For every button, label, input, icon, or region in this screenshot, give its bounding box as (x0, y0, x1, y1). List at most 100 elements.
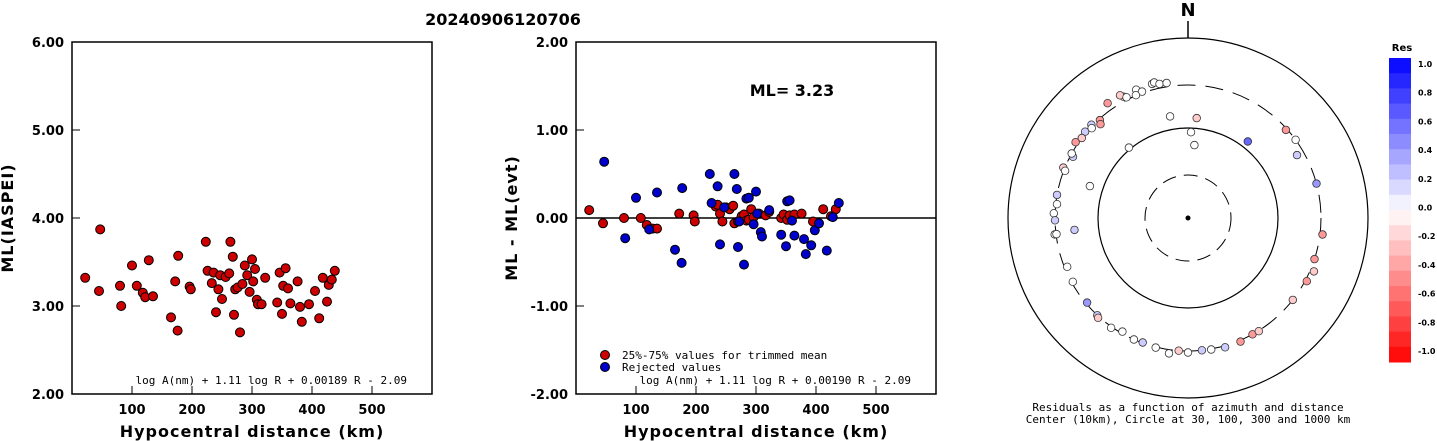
ml-point (213, 284, 224, 295)
ml-point (295, 301, 305, 312)
ml-point (329, 265, 340, 276)
azimuth-point (1082, 298, 1092, 307)
ml-point (248, 276, 259, 287)
ml-plot-frame (71, 41, 433, 395)
ml-point (237, 279, 248, 289)
residual-point (715, 239, 725, 250)
ml-point (242, 270, 253, 281)
azimuth-point (1137, 87, 1147, 96)
ml-value-annotation: ML= 3.23 (750, 81, 835, 100)
azimuth-point (1068, 277, 1077, 286)
colorbar-tick-label: 0.0 (1418, 204, 1433, 213)
azimuth-point (1077, 133, 1086, 143)
azimuth-point (1236, 337, 1245, 346)
residual-xtick-label: 500 (862, 403, 889, 418)
residual-point (674, 208, 685, 219)
residual-xtick-label: 400 (802, 403, 829, 418)
residual-point (781, 241, 791, 252)
ml-point (235, 327, 245, 338)
residual-ytick-label: 2.00 (536, 36, 568, 51)
ml-point (166, 312, 176, 323)
azimuth-point (1197, 346, 1207, 355)
ml-panel: 6.00 5.00 4.00 3.00 2.00 100 200 300 400… (0, 36, 433, 441)
residual-point (806, 240, 817, 251)
legend-label-rejected: Rejected values (622, 361, 721, 374)
residual-point (821, 245, 832, 256)
ml-point (229, 309, 239, 320)
ml-point (247, 254, 257, 265)
residual-xtick-label: 300 (742, 403, 769, 418)
colorbar-cell (1389, 88, 1411, 105)
colorbar-tick-label: 0.6 (1418, 117, 1433, 126)
azimuth-point (1071, 137, 1080, 147)
ml-xtick-label: 400 (298, 403, 325, 418)
residual-point (676, 257, 687, 268)
residual-point (704, 169, 715, 179)
azimuth-point (1183, 348, 1193, 357)
residual-point (598, 218, 608, 229)
colorbar-cell (1389, 149, 1411, 165)
residual-point (689, 216, 700, 227)
residual-point (776, 229, 787, 240)
ml-point (116, 301, 127, 311)
ml-point (322, 296, 332, 307)
azimuth-point (1288, 295, 1297, 305)
azimuth-point (1096, 119, 1105, 129)
ml-point (272, 297, 283, 308)
residual-legend: 25%-75% values for trimmed mean Rejected… (600, 349, 827, 374)
azimuth-point (1310, 254, 1319, 264)
residual-point (818, 204, 829, 215)
ml-point (326, 274, 337, 285)
ml-point (296, 316, 307, 327)
azimuth-point (1067, 149, 1076, 158)
ml-point (285, 298, 296, 309)
residual-point (784, 195, 795, 206)
azimuth-point (1206, 345, 1216, 354)
north-label: N (1180, 0, 1195, 21)
ml-xtick-label: 500 (358, 403, 385, 418)
ml-point (244, 286, 255, 297)
ml-formula: log A(nm) + 1.11 log R + 0.00189 R - 2.0… (135, 374, 407, 387)
colorbar-tick-label: 1.0 (1418, 60, 1433, 69)
azimuth-point (1318, 230, 1327, 239)
azimuth-point (1093, 313, 1103, 322)
ml-point (143, 255, 154, 266)
azimuth-point (1118, 327, 1127, 336)
azimuth-point (1192, 113, 1201, 123)
residual-point (743, 192, 754, 203)
colorbar-cell (1389, 346, 1411, 363)
azimuth-point (1309, 267, 1319, 276)
residual-point (787, 215, 797, 226)
ml-point (200, 236, 211, 247)
legend-marker-trimmed (600, 350, 610, 360)
ml-point (115, 280, 125, 291)
azimuth-point (1281, 125, 1291, 135)
ring-30km (1144, 174, 1232, 262)
azimuth-point (1062, 262, 1072, 271)
ml-xtick-label: 300 (238, 403, 265, 418)
residual-point (764, 205, 775, 216)
residual-ytick-label: -2.00 (531, 388, 568, 403)
colorbar-cell (1389, 240, 1411, 257)
legend-label-trimmed: 25%-75% values for trimmed mean (622, 349, 827, 362)
ml-point (250, 264, 260, 274)
colorbar-cell (1389, 73, 1411, 89)
residual-point (789, 230, 800, 241)
azimuth-point (1070, 225, 1079, 235)
azimuth-point (1174, 346, 1183, 355)
colorbar-cell (1389, 286, 1411, 302)
residual-point (584, 205, 595, 216)
ml-point (95, 224, 106, 235)
azimuth-points (1049, 78, 1327, 358)
azimuth-point (1292, 150, 1302, 160)
ml-point (172, 325, 183, 336)
residual-xticks: 100 200 300 400 500 (622, 386, 890, 418)
residual-point (717, 216, 728, 227)
colorbar-cell (1389, 194, 1411, 211)
ml-xtick-label: 200 (178, 403, 205, 418)
center-dot (1185, 215, 1191, 221)
colorbar-cell (1389, 331, 1411, 348)
residual-point (733, 242, 743, 252)
residual-point (620, 233, 631, 244)
azimuth-point (1291, 135, 1300, 144)
